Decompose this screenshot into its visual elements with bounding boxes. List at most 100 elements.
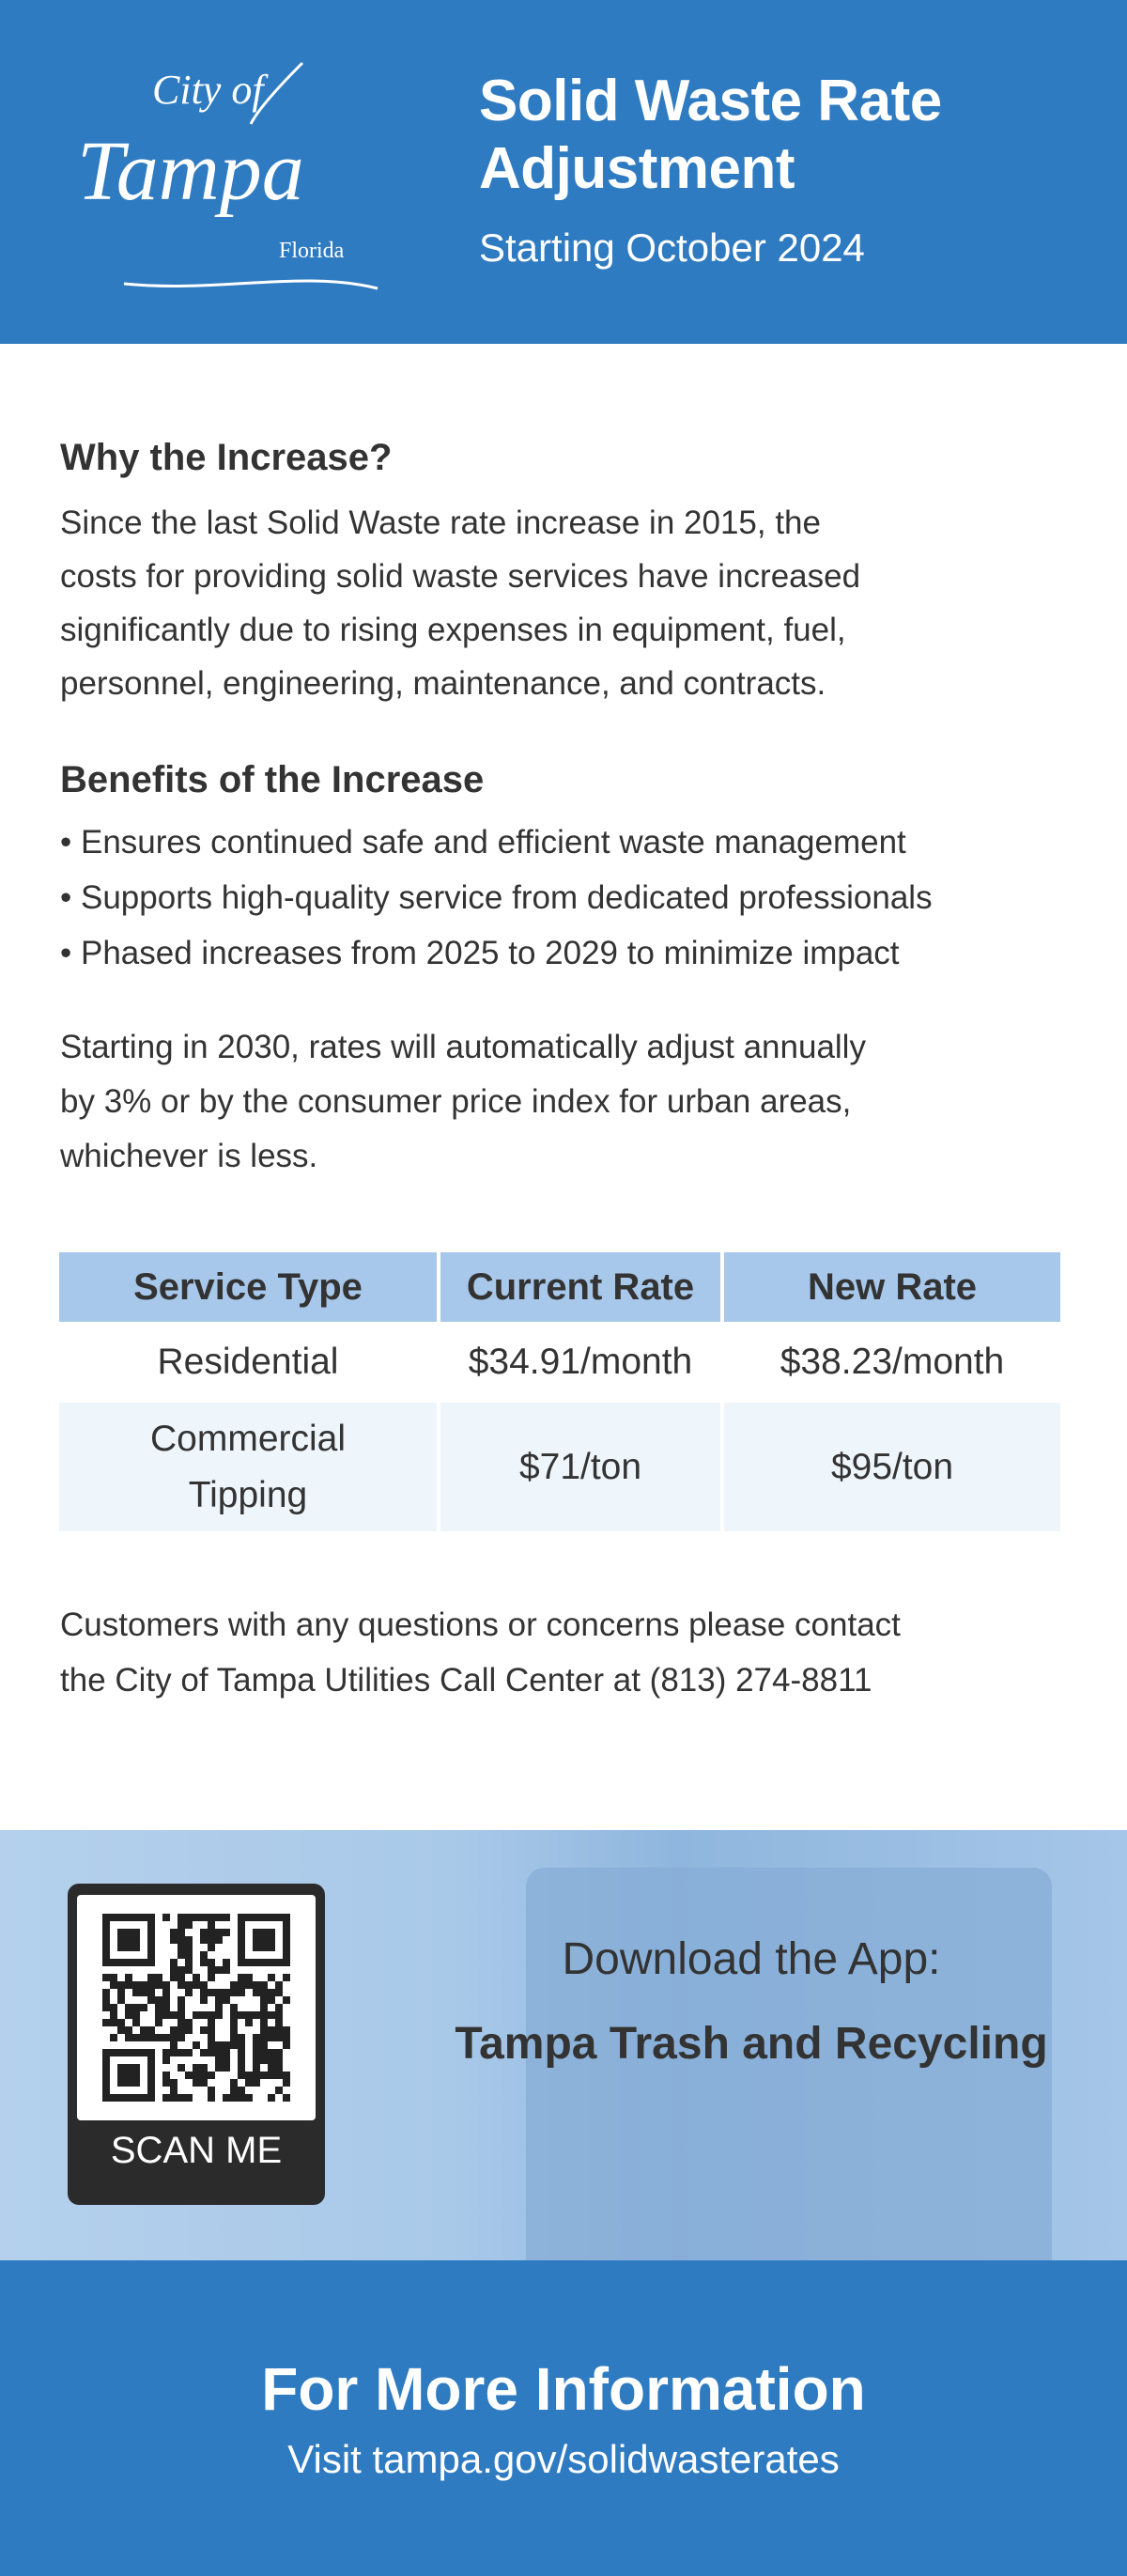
qr-module <box>268 2072 275 2079</box>
qr-module <box>178 1996 185 2004</box>
qr-module <box>208 2094 215 2102</box>
qr-module <box>117 1929 140 1951</box>
qr-module <box>200 2026 208 2034</box>
qr-module <box>200 2049 208 2056</box>
qr-module <box>178 2004 185 2011</box>
table-cell: $95/ton <box>724 1403 1060 1531</box>
qr-module <box>223 1959 230 1966</box>
qr-module <box>260 2049 268 2056</box>
qr-module <box>185 2019 193 2026</box>
truck-photo <box>526 1868 1052 2260</box>
qr-module <box>110 2034 117 2041</box>
qr-module <box>230 2026 238 2034</box>
qr-module <box>223 2056 230 2064</box>
qr-module <box>253 2041 260 2049</box>
qr-module <box>162 2072 170 2079</box>
qr-module <box>260 1981 268 1989</box>
qr-module <box>215 2064 223 2072</box>
qr-module <box>275 1981 283 1989</box>
qr-module <box>275 2011 283 2019</box>
qr-module <box>125 2034 132 2041</box>
qr-module <box>170 2094 178 2102</box>
qr-module <box>147 1981 155 1989</box>
qr-module <box>185 1981 193 1989</box>
qr-module <box>170 2087 178 2094</box>
text-line: costs for providing solid waste services… <box>60 558 861 595</box>
why-heading: Why the Increase? <box>60 437 393 478</box>
qr-module <box>147 1989 155 1996</box>
qr-module <box>125 1981 132 1989</box>
column-header: New Rate <box>724 1252 1060 1322</box>
table-cell: $34.91/month <box>440 1322 720 1403</box>
qr-module <box>275 2072 283 2079</box>
qr-module <box>230 2019 238 2026</box>
qr-module <box>283 2072 290 2079</box>
qr-module <box>117 2026 125 2034</box>
qr-module <box>117 2064 140 2087</box>
header-banner: City of Tampa Florida Solid Waste Rate A… <box>0 0 1127 344</box>
qr-module <box>147 2026 155 2034</box>
table-header-row: Service Type Current Rate New Rate <box>59 1252 1060 1322</box>
qr-module <box>162 2011 170 2019</box>
qr-module <box>147 2034 155 2041</box>
svg-text:City of: City of <box>152 67 269 113</box>
qr-module <box>185 1944 193 1951</box>
qr-module <box>117 1989 125 1996</box>
table-row: Commercial Tipping $71/ton $95/ton <box>59 1403 1060 1531</box>
footer-banner: For More Information Visit tampa.gov/sol… <box>0 2260 1127 2576</box>
qr-module <box>170 2041 178 2049</box>
website-link[interactable]: Visit tampa.gov/solidwasterates <box>287 2437 840 2481</box>
qr-module <box>102 1989 110 1996</box>
qr-module <box>230 2079 238 2087</box>
qr-module <box>215 2011 223 2019</box>
title-line: Solid Waste Rate <box>479 69 942 133</box>
qr-module <box>178 2064 185 2072</box>
qr-module <box>268 2064 275 2072</box>
qr-module <box>178 1981 185 1989</box>
qr-module <box>178 1929 185 1936</box>
qr-module <box>268 2056 275 2064</box>
qr-module <box>110 1974 117 1981</box>
qr-module <box>185 1951 193 1959</box>
qr-module <box>238 2087 245 2094</box>
app-promo-section: SCAN ME Download the App: Tampa Trash an… <box>0 1830 1127 2260</box>
qr-module <box>170 1959 178 1966</box>
qr-module <box>110 2004 117 2011</box>
qr-module <box>208 1929 215 1936</box>
svg-text:Tampa: Tampa <box>77 125 304 218</box>
qr-module <box>260 2041 268 2049</box>
qr-module <box>140 2034 147 2041</box>
qr-code-card[interactable]: SCAN ME <box>68 1884 325 2205</box>
qr-module <box>208 1921 215 1929</box>
qr-module <box>238 2094 245 2102</box>
qr-module <box>185 1966 193 1974</box>
page-title: Solid Waste Rate Adjustment <box>479 68 942 203</box>
qr-module <box>200 1929 208 1936</box>
text-line: Customers with any questions or concerns… <box>60 1606 901 1643</box>
qr-module <box>125 2026 132 2034</box>
qr-module <box>238 1989 245 1996</box>
contact-paragraph: Customers with any questions or concerns… <box>60 1597 901 1708</box>
qr-module <box>185 2026 193 2034</box>
qr-module <box>208 2026 215 2034</box>
qr-module <box>230 2004 238 2011</box>
qr-module <box>162 2004 170 2011</box>
qr-module <box>230 2094 238 2102</box>
qr-module <box>178 1944 185 1951</box>
qr-module <box>162 2056 170 2064</box>
qr-code-area <box>77 1895 316 2120</box>
qr-module <box>260 1989 268 1996</box>
qr-module <box>132 2011 140 2019</box>
list-item: • Phased increases from 2025 to 2029 to … <box>60 935 900 971</box>
qr-module <box>208 2049 215 2056</box>
qr-module <box>200 2079 208 2087</box>
qr-module <box>260 2056 268 2064</box>
qr-module <box>275 2026 283 2034</box>
qr-module <box>208 2011 215 2019</box>
column-header: Service Type <box>59 1252 437 1322</box>
qr-module <box>245 2011 253 2019</box>
qr-module <box>140 1981 147 1989</box>
qr-module <box>132 2004 140 2011</box>
qr-module <box>200 1936 208 1944</box>
table-cell: $71/ton <box>440 1403 720 1531</box>
